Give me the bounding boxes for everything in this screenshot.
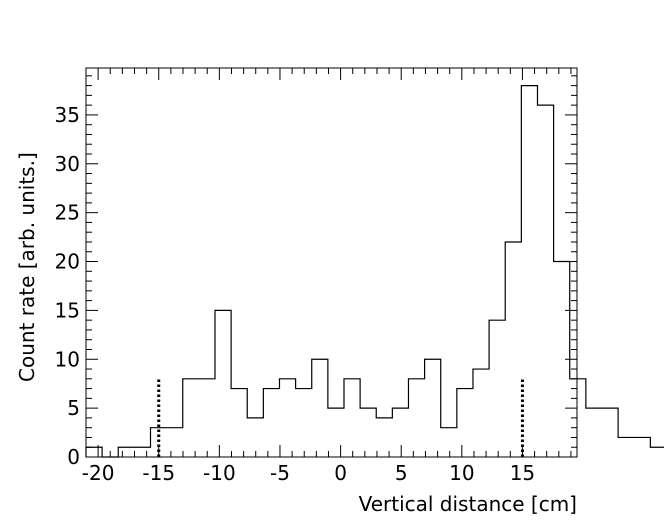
x-tick-label: -5 xyxy=(270,461,290,485)
x-tick-label: -15 xyxy=(142,461,175,485)
y-axis-label: Count rate [arb. units.] xyxy=(15,152,39,382)
y-tick-label: 15 xyxy=(55,298,80,322)
x-axis-label: Vertical distance [cm] xyxy=(359,492,577,516)
x-tick-label: 5 xyxy=(395,461,408,485)
plot-frame xyxy=(85,67,578,458)
histogram-outline xyxy=(85,84,664,458)
y-tick-label: 5 xyxy=(67,396,80,420)
x-tick-label: 15 xyxy=(510,461,535,485)
y-tick-label: 20 xyxy=(55,250,80,274)
x-tick-labels: -20 -15 -10 -5 0 5 10 15 xyxy=(82,461,535,485)
y-tick-label: 25 xyxy=(55,201,80,225)
y-tick-label: 10 xyxy=(55,347,80,371)
y-tick-label: 0 xyxy=(67,445,80,469)
x-tick-label: -20 xyxy=(82,461,115,485)
y-tick-labels: 0 5 10 15 20 25 30 35 xyxy=(55,103,80,469)
y-tick-label: 30 xyxy=(55,152,80,176)
x-tick-label: 10 xyxy=(449,461,474,485)
axis-ticks xyxy=(86,68,577,458)
x-tick-label: -10 xyxy=(203,461,236,485)
cut-lines xyxy=(157,378,524,457)
y-tick-label: 35 xyxy=(55,103,80,127)
x-tick-label: 0 xyxy=(334,461,347,485)
